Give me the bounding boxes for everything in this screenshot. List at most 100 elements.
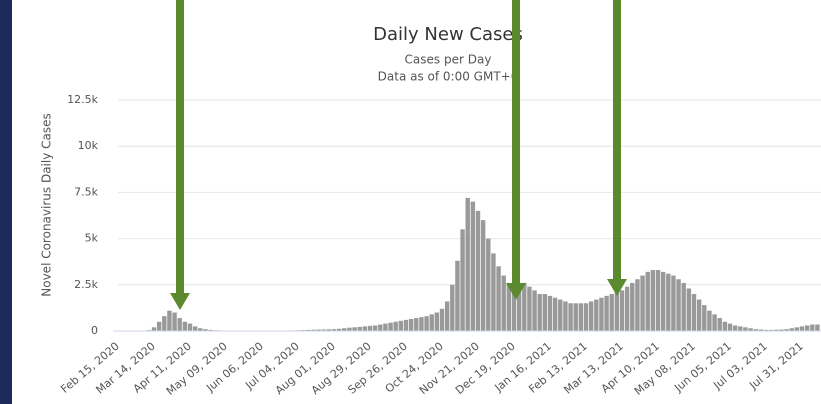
bar — [480, 220, 486, 331]
bar — [784, 329, 789, 331]
bar — [501, 275, 506, 331]
slide-edge — [0, 0, 12, 404]
bar — [378, 324, 383, 331]
bar — [192, 326, 198, 331]
bar — [537, 294, 542, 331]
bar — [388, 322, 393, 331]
bar — [768, 329, 774, 331]
chart-subtitle: Cases per Day — [405, 53, 492, 67]
bar — [429, 314, 434, 331]
bar — [753, 329, 758, 331]
bar — [583, 303, 589, 331]
bar — [424, 316, 429, 331]
bar — [516, 284, 522, 331]
chart-note: Data as of 0:00 GMT+0 — [378, 70, 519, 84]
y-tick-label: 10k — [78, 139, 99, 152]
bar — [696, 299, 702, 331]
bar — [331, 329, 337, 331]
arrows — [170, 0, 627, 310]
bar — [671, 275, 676, 331]
bar — [599, 297, 604, 331]
y-axis-label: Novel Coronavirus Daily Cases — [40, 113, 54, 296]
bar — [681, 282, 686, 331]
bar — [403, 319, 409, 331]
bar — [758, 329, 764, 331]
bar — [763, 329, 769, 331]
bar — [691, 294, 697, 331]
bar — [470, 201, 476, 331]
bar — [326, 329, 332, 331]
bar — [316, 329, 321, 331]
bar — [717, 318, 722, 331]
bar — [568, 303, 573, 331]
bar — [475, 210, 481, 331]
bar — [177, 318, 182, 331]
bar — [573, 303, 578, 331]
bar — [645, 271, 650, 331]
bar — [712, 314, 717, 331]
bar — [563, 301, 568, 331]
bar — [604, 295, 609, 331]
y-tick-label: 7.5k — [74, 185, 98, 198]
bar — [408, 318, 414, 331]
y-tick-label: 5k — [85, 232, 99, 245]
bar — [686, 288, 692, 331]
bar — [455, 260, 460, 331]
bar — [630, 282, 635, 331]
bar — [748, 328, 753, 331]
bar — [810, 324, 815, 331]
bar — [676, 279, 681, 331]
bar — [506, 284, 512, 331]
bar — [419, 317, 424, 331]
y-tick-label: 2.5k — [74, 278, 98, 291]
bar — [208, 329, 213, 331]
bar — [815, 324, 820, 331]
bar — [347, 327, 352, 331]
bar — [542, 294, 548, 331]
bar — [722, 321, 728, 331]
bar — [496, 266, 501, 331]
bar — [578, 303, 584, 331]
bar — [367, 325, 373, 331]
arrow-shaft — [512, 0, 520, 285]
bar — [398, 320, 404, 331]
bar — [486, 238, 491, 331]
bar — [198, 328, 203, 331]
bar — [352, 327, 357, 331]
bar — [640, 275, 645, 331]
bar — [594, 299, 599, 331]
bar — [434, 312, 440, 331]
bar — [660, 271, 666, 331]
bar — [779, 329, 784, 331]
bar — [588, 301, 594, 331]
bar — [182, 321, 188, 331]
arrow-head — [170, 293, 190, 310]
arrow-head — [607, 279, 627, 296]
bar — [789, 328, 794, 331]
bar — [609, 294, 614, 331]
bar — [187, 323, 193, 331]
bar — [666, 273, 671, 331]
bar — [311, 329, 316, 331]
bar — [547, 295, 553, 331]
bar — [167, 310, 172, 331]
bar — [491, 253, 496, 331]
bar — [743, 327, 748, 331]
chart-title: Daily New Cases — [373, 24, 523, 45]
bar — [804, 325, 810, 331]
y-tick-label: 0 — [91, 324, 98, 337]
bar — [393, 321, 398, 331]
bar — [794, 327, 800, 331]
bar — [336, 328, 342, 331]
bar — [439, 308, 445, 331]
arrow-head — [506, 283, 526, 300]
y-tick-label: 12.5k — [67, 93, 98, 106]
bar — [444, 301, 450, 331]
bar — [522, 282, 527, 331]
bar — [306, 329, 311, 331]
bar — [321, 329, 326, 331]
bar — [527, 286, 532, 331]
bar — [342, 328, 347, 331]
